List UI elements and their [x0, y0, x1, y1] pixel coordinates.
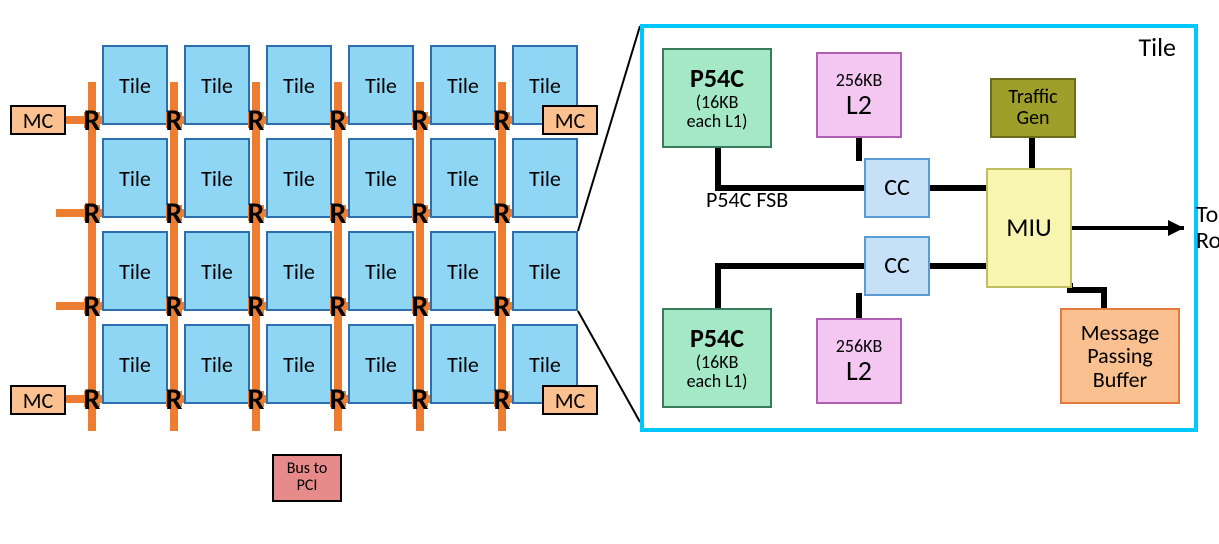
p54c-bottom: P54C (16KB each L1)	[662, 308, 772, 408]
miu-label: MIU	[1006, 214, 1051, 241]
l2-bot-label: L2	[846, 356, 872, 385]
to-router-l2: Router	[1196, 226, 1219, 255]
fsb-label: P54C FSB	[706, 188, 788, 211]
cc-top-label: CC	[884, 175, 910, 200]
cc-bottom: CC	[864, 236, 930, 296]
traffic-gen: TrafficGen	[990, 78, 1076, 138]
p54c-top-sub1: (16KB	[696, 93, 739, 112]
p54c-top-title: P54C	[690, 65, 744, 92]
msg-l3: Buffer	[1093, 366, 1147, 393]
p54c-top: P54C (16KB each L1)	[662, 48, 772, 148]
p54c-bot-sub2: each L1)	[687, 372, 748, 391]
l2-top: 256KB L2	[816, 52, 902, 138]
l2-top-label: L2	[846, 90, 872, 119]
tile-detail-frame: Tile P54C (16KB each L1) P54C (16KB each…	[640, 24, 1198, 432]
p54c-top-sub2: each L1)	[687, 112, 748, 131]
msg-passing-buffer: MessagePassingBuffer	[1060, 308, 1180, 404]
p54c-bot-sub1: (16KB	[696, 353, 739, 372]
traf-l2: Gen	[1016, 106, 1049, 130]
p54c-bot-title: P54C	[690, 325, 744, 352]
tile-detail-title: Tile	[1138, 34, 1176, 61]
l2-bottom: 256KB L2	[816, 318, 902, 404]
cc-bot-label: CC	[884, 253, 910, 278]
to-router-label: To Router	[1196, 202, 1219, 255]
miu: MIU	[986, 168, 1072, 288]
cc-top: CC	[864, 158, 930, 218]
to-router-l1: To	[1196, 200, 1218, 229]
